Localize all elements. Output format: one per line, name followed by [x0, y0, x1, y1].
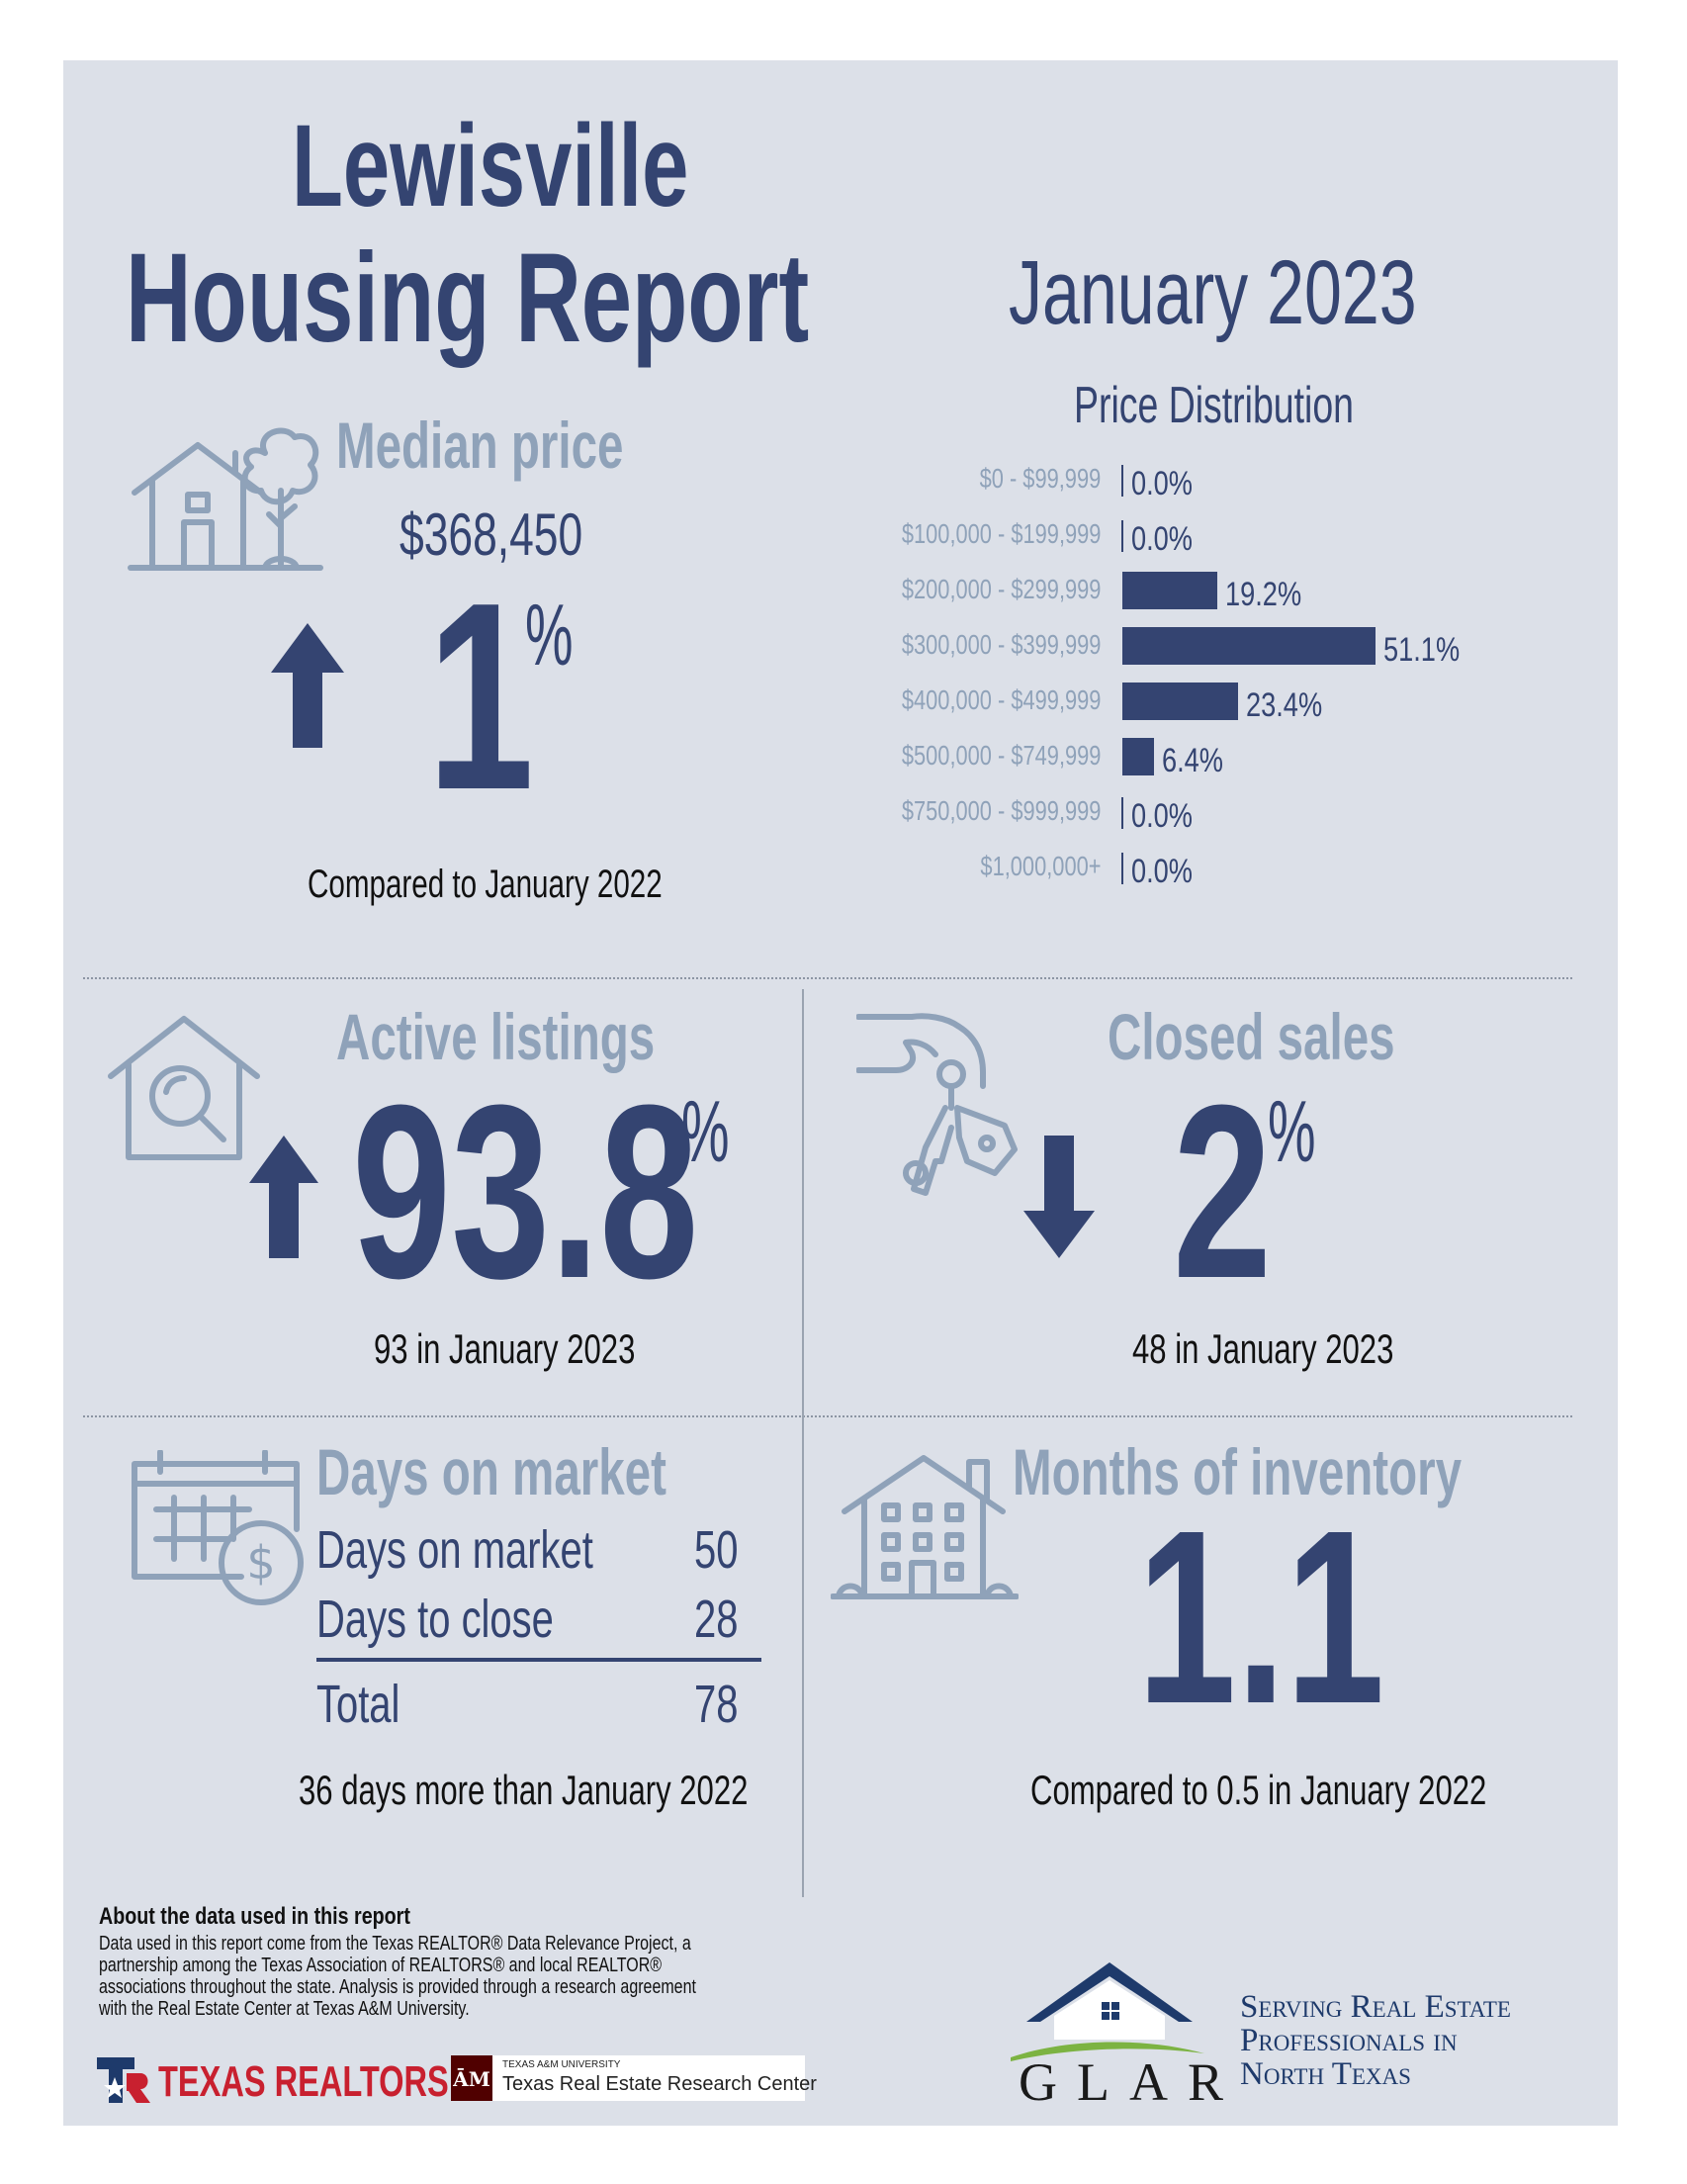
active-listings-heading: Active listings: [336, 1000, 656, 1073]
texas-realtors-mark: [97, 2057, 150, 2103]
bar-value-label: 0.0%: [1131, 853, 1193, 890]
house-tree-icon: [127, 423, 324, 572]
chart-title: Price Distribution: [1074, 377, 1354, 434]
median-change-number: 1: [427, 548, 535, 846]
about-line: partnership among the Texas Association …: [99, 1955, 663, 1976]
hand-keys-icon: [856, 1013, 1030, 1197]
bar: [1122, 682, 1238, 720]
tagline-line: Serving Real Estate: [1240, 1989, 1511, 2025]
bar: [1122, 572, 1217, 609]
months-inventory-value: 1.1: [1137, 1479, 1385, 1755]
category-label: $1,000,000+: [979, 851, 1101, 881]
about-heading: About the data used in this report: [99, 1903, 410, 1930]
dom-total-label: Total: [316, 1675, 400, 1734]
bar-value-label: 0.0%: [1131, 797, 1193, 835]
bar-row: $200,000 - $299,999 19.2%: [824, 572, 1516, 613]
closed-sales-heading: Closed sales: [1108, 1000, 1395, 1073]
arrow-up-icon: [249, 1136, 318, 1258]
price-distribution-chart: $0 - $99,999 0.0% $100,000 - $199,999 0.0% $…: [824, 461, 1536, 896]
bar-value-label: 0.0%: [1131, 465, 1193, 502]
category-label: $100,000 - $199,999: [901, 518, 1101, 549]
dom-row-value-2: 28: [694, 1590, 739, 1649]
active-listings-subtext: 93 in January 2023: [374, 1325, 636, 1372]
bar-row: $750,000 - $999,999 0.0%: [824, 793, 1516, 835]
divider-top: [83, 977, 1572, 979]
tamu-mark: ĀM: [451, 2055, 492, 2101]
bar-row: $300,000 - $399,999 51.1%: [824, 627, 1516, 669]
category-label: $750,000 - $999,999: [901, 795, 1101, 826]
bar-zero-tick: [1121, 853, 1123, 884]
about-line: with the Real Estate Center at Texas A&M…: [99, 1998, 470, 2020]
calendar-dollar-icon: $: [131, 1450, 307, 1608]
report-period: January 2023: [1009, 242, 1417, 343]
svg-text:ĀM: ĀM: [452, 2067, 490, 2091]
apartment-building-icon: [831, 1450, 1019, 1600]
bar-value-label: 6.4%: [1162, 742, 1223, 779]
glar-wordmark: GLAR: [1019, 2052, 1243, 2112]
tamu-logo: ĀM TEXAS A&M UNIVERSITY Texas Real Estat…: [451, 2055, 817, 2101]
dom-row-label-1: Days on market: [316, 1520, 593, 1580]
report-panel: [63, 60, 1618, 2126]
glar-tagline: Serving Real Estate Professionals in Nor…: [1240, 1990, 1511, 2091]
median-comparison: Compared to January 2022: [308, 863, 663, 906]
arrow-up-icon: [271, 623, 344, 748]
glar-house-logo: [1009, 1958, 1206, 2067]
about-body: Data used in this report come from the T…: [99, 1933, 845, 2020]
days-on-market-heading: Days on market: [316, 1435, 666, 1508]
divider-vertical: [802, 989, 804, 1897]
category-label: $0 - $99,999: [979, 463, 1101, 494]
tagline-line: North Texas: [1240, 2056, 1411, 2092]
bar-zero-tick: [1121, 797, 1123, 829]
bar-value-label: 23.4%: [1246, 686, 1323, 724]
days-on-market-subtext: 36 days more than January 2022: [299, 1767, 749, 1813]
active-change-unit: %: [681, 1082, 730, 1180]
svg-text:$: $: [246, 1536, 275, 1590]
bar-zero-tick: [1121, 520, 1123, 552]
bar-row: $500,000 - $749,999 6.4%: [824, 738, 1516, 779]
tamu-name: Texas Real Estate Research Center: [502, 2073, 817, 2095]
bar-row: $1,000,000+ 0.0%: [824, 849, 1516, 890]
closed-sales-subtext: 48 in January 2023: [1132, 1325, 1394, 1372]
category-label: $300,000 - $399,999: [901, 629, 1101, 660]
bar-row: $400,000 - $499,999 23.4%: [824, 682, 1516, 724]
months-inventory-heading: Months of inventory: [1013, 1435, 1463, 1508]
category-label: $500,000 - $749,999: [901, 740, 1101, 771]
median-change-unit: %: [525, 586, 574, 683]
bar-row: $100,000 - $199,999 0.0%: [824, 516, 1516, 558]
bar-zero-tick: [1121, 465, 1123, 497]
tamu-small-text: TEXAS A&M UNIVERSITY: [502, 2059, 621, 2070]
median-price-value: $368,450: [400, 501, 583, 568]
category-label: $200,000 - $299,999: [901, 574, 1101, 604]
city-title: Lewisville: [292, 101, 689, 231]
bar: [1122, 738, 1154, 775]
median-price-heading: Median price: [336, 409, 624, 482]
about-line: Data used in this report come from the T…: [99, 1933, 691, 1955]
tagline-line: Professionals in: [1240, 2023, 1458, 2058]
bar-value-label: 19.2%: [1225, 576, 1302, 613]
dom-total-value: 78: [694, 1675, 739, 1734]
closed-change-unit: %: [1268, 1082, 1316, 1180]
months-inventory-subtext: Compared to 0.5 in January 2022: [1030, 1767, 1487, 1813]
texas-realtors-logo: TEXAS REALTORS: [158, 2057, 449, 2106]
dom-row-label-2: Days to close: [316, 1590, 554, 1649]
bar-value-label: 51.1%: [1383, 631, 1461, 669]
bar-row: $0 - $99,999 0.0%: [824, 461, 1516, 502]
category-label: $400,000 - $499,999: [901, 684, 1101, 715]
bar: [1122, 627, 1376, 665]
arrow-down-icon: [1023, 1136, 1095, 1258]
dom-row-value-1: 50: [694, 1520, 739, 1580]
bar-value-label: 0.0%: [1131, 520, 1193, 558]
divider-middle: [83, 1415, 1572, 1417]
active-change-number: 93.8: [352, 1053, 699, 1329]
house-search-icon: [107, 1013, 261, 1161]
about-line: associations throughout the state. Analy…: [99, 1976, 696, 1998]
report-title: Housing Report: [126, 228, 810, 369]
closed-change-number: 2: [1173, 1053, 1273, 1329]
dom-total-rule: [316, 1658, 761, 1662]
